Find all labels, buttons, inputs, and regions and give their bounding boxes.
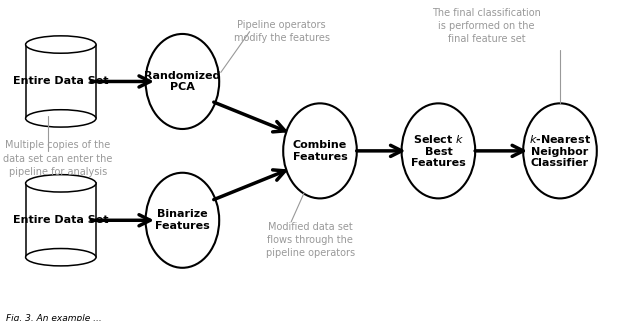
Text: The final classification
is performed on the
final feature set: The final classification is performed on… [432, 7, 541, 44]
Ellipse shape [524, 103, 596, 198]
Ellipse shape [26, 36, 96, 53]
Ellipse shape [283, 103, 357, 198]
Ellipse shape [402, 103, 476, 198]
Text: Select $k$
Best
Features: Select $k$ Best Features [411, 133, 466, 169]
Ellipse shape [26, 110, 96, 127]
Ellipse shape [26, 175, 96, 192]
Text: Pipeline operators
modify the features: Pipeline operators modify the features [234, 20, 330, 43]
Ellipse shape [26, 248, 96, 266]
Bar [26, 183, 96, 257]
Text: $k$-Nearest
Neighbor
Classifier: $k$-Nearest Neighbor Classifier [529, 133, 591, 169]
Text: Modified data set
flows through the
pipeline operators: Modified data set flows through the pipe… [266, 222, 355, 258]
Ellipse shape [145, 34, 219, 129]
Text: Fig. 3. An example ...: Fig. 3. An example ... [6, 314, 102, 321]
Ellipse shape [145, 173, 219, 268]
Text: Entire Data Set: Entire Data Set [13, 76, 109, 86]
Text: Combine
Features: Combine Features [292, 140, 348, 162]
Text: Randomized
PCA: Randomized PCA [144, 71, 221, 92]
Text: Multiple copies of the
data set can enter the
pipeline for analysis: Multiple copies of the data set can ente… [3, 140, 113, 177]
Text: Binarize
Features: Binarize Features [155, 210, 210, 231]
Text: Entire Data Set: Entire Data Set [13, 215, 109, 225]
Bar [26, 45, 96, 118]
